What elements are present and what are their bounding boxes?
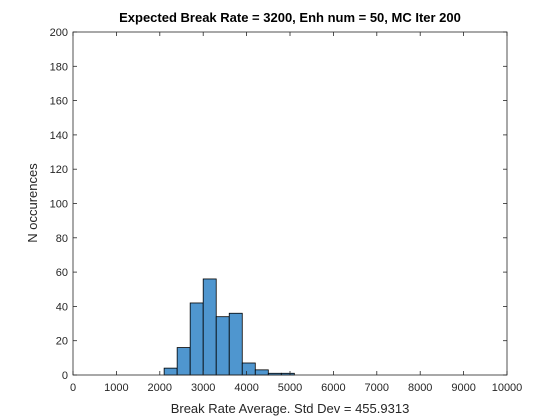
x-tick-label: 8000 xyxy=(408,382,432,394)
y-tick-label: 200 xyxy=(50,27,68,39)
x-axis-label: Break Rate Average. Std Dev = 455.9313 xyxy=(171,401,410,416)
x-tick-label: 5000 xyxy=(278,382,302,394)
histogram-bar-2 xyxy=(189,302,204,376)
x-tick-label: 1000 xyxy=(104,382,128,394)
y-tick-label: 180 xyxy=(50,61,68,73)
y-tick-label: 20 xyxy=(56,336,68,348)
y-tick-label: 40 xyxy=(56,301,68,313)
histogram-bar-0 xyxy=(163,367,178,376)
histogram-bar-7 xyxy=(254,369,269,376)
y-tick-label: 140 xyxy=(50,130,68,142)
x-tick-label: 0 xyxy=(70,382,76,394)
x-tick-label: 10000 xyxy=(492,382,523,394)
histogram-bar-1 xyxy=(176,347,191,376)
histogram-bars xyxy=(163,278,295,376)
x-tick-label: 4000 xyxy=(234,382,258,394)
y-tick-label: 0 xyxy=(62,370,68,382)
plot-area-border xyxy=(72,31,508,376)
axes xyxy=(72,31,508,376)
x-tick-label: 6000 xyxy=(321,382,345,394)
x-tick-label: 9000 xyxy=(451,382,475,394)
x-axis-ticks: 0 1000 2000 3000 4000 5000 6000 7000 8000 9000 100… xyxy=(70,32,522,394)
chart-title: Expected Break Rate = 3200, Enh num = 50… xyxy=(119,10,461,25)
histogram-bar-3 xyxy=(202,278,217,376)
histogram-bar-6 xyxy=(241,362,256,376)
y-axis-ticks: 0 20 40 60 80 100 120 140 160 180 200 xyxy=(50,27,507,382)
y-tick-label: 160 xyxy=(50,96,68,108)
x-tick-label: 2000 xyxy=(148,382,172,394)
x-tick-label: 3000 xyxy=(191,382,215,394)
y-axis-label: N occurences xyxy=(25,163,40,243)
y-tick-label: 100 xyxy=(50,199,68,211)
histogram-bar-5 xyxy=(228,312,243,376)
y-tick-label: 80 xyxy=(56,233,68,245)
x-tick-label: 7000 xyxy=(365,382,389,394)
histogram-bar-4 xyxy=(215,316,230,376)
y-tick-label: 120 xyxy=(50,164,68,176)
y-tick-label: 60 xyxy=(56,267,68,279)
